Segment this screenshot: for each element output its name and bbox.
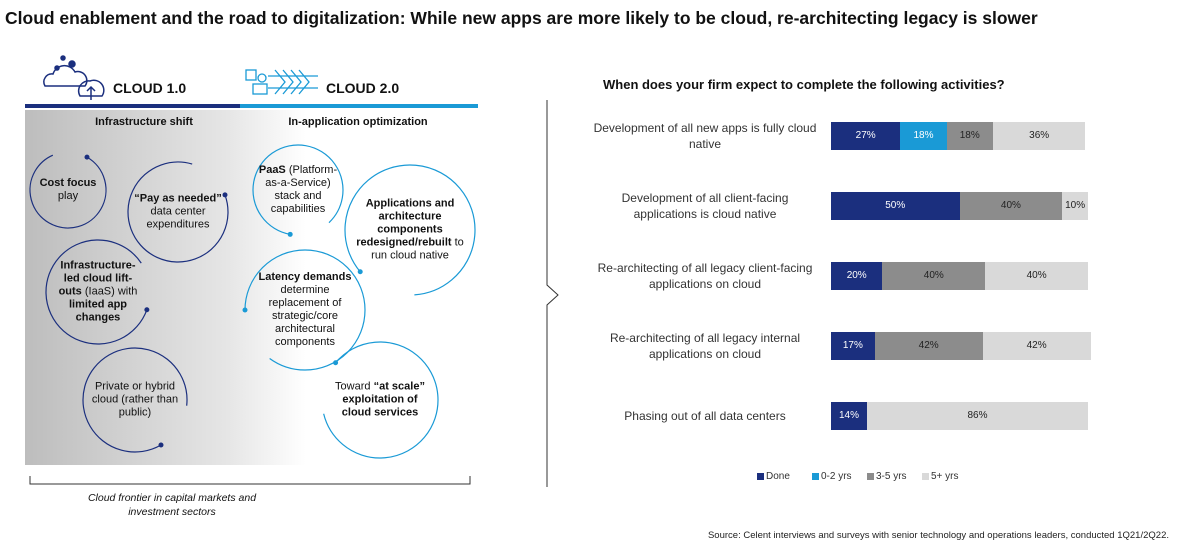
value-label: 86% bbox=[967, 410, 988, 421]
value-label: 40% bbox=[1000, 200, 1021, 211]
circle-text-part: determine replacement of strategic/core … bbox=[268, 284, 342, 348]
cycle-dot bbox=[333, 360, 339, 366]
category-label: Re-architecting of all legacy client-fac… bbox=[597, 261, 813, 291]
value-label: 17% bbox=[842, 340, 863, 351]
category-label: Development of all new apps is fully clo… bbox=[593, 121, 817, 151]
bar-segment bbox=[866, 402, 1088, 430]
cycle-dot bbox=[242, 307, 248, 313]
value-label: 40% bbox=[1026, 270, 1047, 281]
circle-text-part: “at scale” exploitation of cloud service… bbox=[341, 380, 425, 419]
bar-segment bbox=[900, 122, 947, 150]
legend-label: Done bbox=[766, 471, 790, 482]
cloud2-icon bbox=[245, 69, 318, 95]
bar-segment bbox=[831, 332, 875, 360]
value-label: 42% bbox=[918, 340, 939, 351]
category-label: Phasing out of all data centers bbox=[624, 409, 786, 423]
value-label: 36% bbox=[1029, 130, 1050, 141]
circle-text: PaaS (Platform-as-a-Service) stack and c… bbox=[259, 164, 338, 216]
cycle-dot bbox=[357, 269, 363, 275]
legend-swatch bbox=[922, 473, 929, 480]
divider bbox=[546, 100, 559, 487]
value-label: 27% bbox=[855, 130, 876, 141]
cycle-dot bbox=[84, 154, 90, 160]
bar-segment bbox=[946, 122, 993, 150]
value-label: 50% bbox=[885, 200, 906, 211]
circle-text-part: Private or hybrid cloud (rather than pub… bbox=[91, 380, 179, 419]
bar-segment bbox=[959, 192, 1063, 220]
cloud2-subtitle: In-application optimization bbox=[288, 116, 428, 128]
circle-text-part: Infrastructure-led cloud lift-outs bbox=[58, 259, 136, 298]
bar-segment bbox=[1062, 192, 1088, 220]
value-label: 18% bbox=[959, 130, 980, 141]
legend-swatch bbox=[757, 473, 764, 480]
circle-text-part: (Platform-as-a-Service) stack and capabi… bbox=[265, 164, 338, 215]
cycle-dot bbox=[287, 231, 293, 237]
circle-text-part: “Pay as needed” bbox=[134, 192, 222, 205]
circle-text: Cost focus play bbox=[35, 177, 102, 203]
bar-segment bbox=[831, 262, 883, 290]
circle-text-part: PaaS bbox=[258, 164, 286, 176]
circle-text-part: Cost focus bbox=[39, 177, 97, 189]
circle-text: Private or hybrid cloud (rather than pub… bbox=[90, 381, 181, 420]
circle-text-part: limited app changes bbox=[68, 298, 128, 324]
value-label: 18% bbox=[913, 130, 934, 141]
category-label: Development of all client-facing applica… bbox=[621, 191, 789, 221]
circle-text-part: to run cloud native bbox=[371, 236, 464, 262]
bar-segment bbox=[831, 402, 867, 430]
circle-text-part: (IaaS) with bbox=[81, 285, 138, 298]
bar-segment bbox=[982, 332, 1091, 360]
value-label: 20% bbox=[846, 270, 867, 281]
legend-label: 3-5 yrs bbox=[876, 471, 907, 482]
circle-text-part: Latency demands bbox=[258, 271, 352, 283]
circle-text: Latency demands determine replacement of… bbox=[253, 271, 358, 349]
legend-label: 5+ yrs bbox=[931, 471, 959, 482]
circle-text: Applications and architecture components… bbox=[353, 198, 467, 263]
cycle-dot bbox=[144, 307, 150, 313]
bar-segment bbox=[985, 262, 1088, 290]
bar-segment bbox=[831, 192, 960, 220]
bar-segment bbox=[882, 262, 986, 290]
cloud1-label: CLOUD 1.0 bbox=[113, 80, 187, 96]
cloud1-subtitle: Infrastructure shift bbox=[95, 116, 193, 128]
bar-segment bbox=[992, 122, 1086, 150]
cloud1-icon bbox=[43, 55, 105, 100]
circle-text-part: data center expenditures bbox=[146, 205, 210, 231]
chart-title: When does your firm expect to complete t… bbox=[603, 77, 1005, 92]
circle-text-part: Toward bbox=[335, 380, 374, 393]
value-label: 40% bbox=[923, 270, 944, 281]
value-label: 10% bbox=[1065, 200, 1086, 211]
circle-text: Infrastructure-led cloud lift-outs (IaaS… bbox=[53, 260, 144, 325]
category-label: Re-architecting of all legacy internal a… bbox=[609, 331, 801, 361]
legend-swatch bbox=[867, 473, 874, 480]
cycle-dot bbox=[158, 442, 164, 448]
footnote: Cloud frontier in capital markets and in… bbox=[87, 492, 257, 518]
value-label: 42% bbox=[1026, 340, 1047, 351]
page-title: Cloud enablement and the road to digital… bbox=[5, 8, 1038, 28]
source: Source: Celent interviews and surveys wi… bbox=[707, 530, 1169, 541]
circle-text: Toward “at scale” exploitation of cloud … bbox=[329, 381, 431, 420]
circle-text-part: Applications and architecture components… bbox=[356, 197, 455, 249]
bar-segment bbox=[831, 122, 901, 150]
circle-text: “Pay as needed” data center expenditures bbox=[134, 193, 222, 232]
circle-text-part: play bbox=[57, 190, 79, 202]
cloud2-label: CLOUD 2.0 bbox=[326, 80, 400, 96]
legend-swatch bbox=[812, 473, 819, 480]
bar-segment bbox=[874, 332, 983, 360]
cycle-dot bbox=[222, 192, 228, 198]
legend-label: 0-2 yrs bbox=[821, 471, 852, 482]
value-label: 14% bbox=[838, 410, 859, 421]
bracket bbox=[29, 476, 471, 485]
